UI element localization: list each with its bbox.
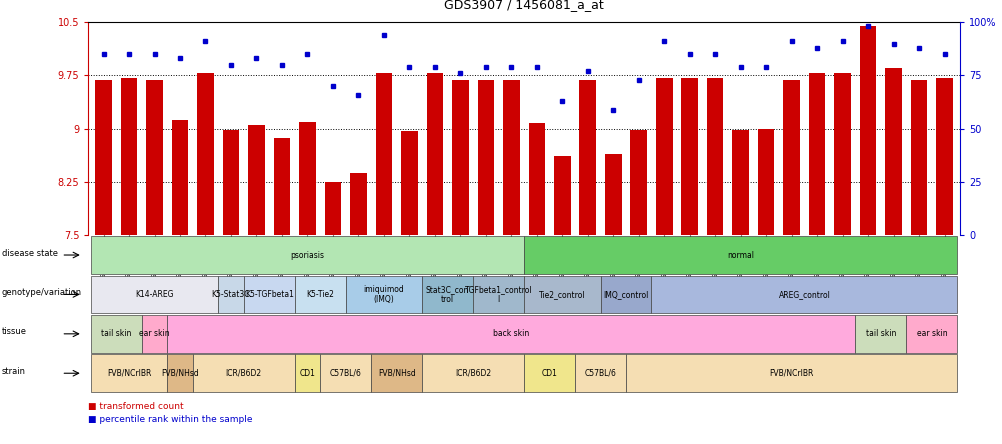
Bar [528,123,544,235]
Bar [935,78,952,235]
Text: normal: normal [726,250,754,260]
Text: tissue: tissue [2,328,27,337]
Text: K5-Tie2: K5-Tie2 [306,290,334,299]
Bar [731,130,748,235]
Text: FVB/NCrIBR: FVB/NCrIBR [769,369,813,378]
Text: back skin: back skin [493,329,529,338]
Text: imiquimod
(IMQ): imiquimod (IMQ) [363,285,404,304]
Text: TGFbeta1_control
l: TGFbeta1_control l [464,285,532,304]
Text: K5-Stat3C: K5-Stat3C [211,290,249,299]
Text: tail skin: tail skin [101,329,131,338]
Bar [579,80,595,235]
Text: AREG_control: AREG_control [778,290,830,299]
Bar [758,129,774,235]
Text: psoriasis: psoriasis [291,250,324,260]
Bar [299,122,316,235]
Bar [910,80,927,235]
Bar [885,68,901,235]
Text: K5-TGFbeta1: K5-TGFbeta1 [244,290,294,299]
Text: ICR/B6D2: ICR/B6D2 [225,369,262,378]
Text: Stat3C_con
trol: Stat3C_con trol [426,285,469,304]
Text: C57BL/6: C57BL/6 [584,369,616,378]
Text: ICR/B6D2: ICR/B6D2 [455,369,491,378]
Text: Tie2_control: Tie2_control [538,290,585,299]
Bar [171,119,188,235]
Bar [706,78,722,235]
Bar [247,125,265,235]
Bar [783,80,800,235]
Text: FVB/NCrIBR: FVB/NCrIBR [107,369,151,378]
Bar [553,156,570,235]
Bar [452,80,468,235]
Text: FVB/NHsd: FVB/NHsd [161,369,198,378]
Text: disease state: disease state [2,249,58,258]
Bar [222,130,239,235]
Text: CD1: CD1 [300,369,315,378]
Text: C57BL/6: C57BL/6 [330,369,362,378]
Bar [604,154,621,235]
Bar [680,78,697,235]
Text: strain: strain [2,367,26,376]
Bar [477,80,494,235]
Bar [655,78,672,235]
Bar [859,26,876,235]
Bar [401,131,417,235]
Text: GDS3907 / 1456081_a_at: GDS3907 / 1456081_a_at [444,0,603,11]
Bar [95,80,112,235]
Text: tail skin: tail skin [865,329,895,338]
Bar [426,73,443,235]
Text: ear skin: ear skin [916,329,946,338]
Text: FVB/NHsd: FVB/NHsd [378,369,415,378]
Bar [120,78,137,235]
Bar [197,73,213,235]
Text: genotype/variation: genotype/variation [2,288,82,297]
Text: IMQ_control: IMQ_control [603,290,648,299]
Bar [325,182,341,235]
Bar [375,73,392,235]
Text: K14-AREG: K14-AREG [135,290,173,299]
Bar [503,80,519,235]
Bar [350,173,367,235]
Bar [274,138,290,235]
Bar [834,73,850,235]
Bar [146,80,162,235]
Bar [630,130,646,235]
Text: CD1: CD1 [541,369,557,378]
Bar [808,73,825,235]
Text: ■ transformed count: ■ transformed count [88,402,183,411]
Text: ■ percentile rank within the sample: ■ percentile rank within the sample [88,415,253,424]
Text: ear skin: ear skin [139,329,169,338]
